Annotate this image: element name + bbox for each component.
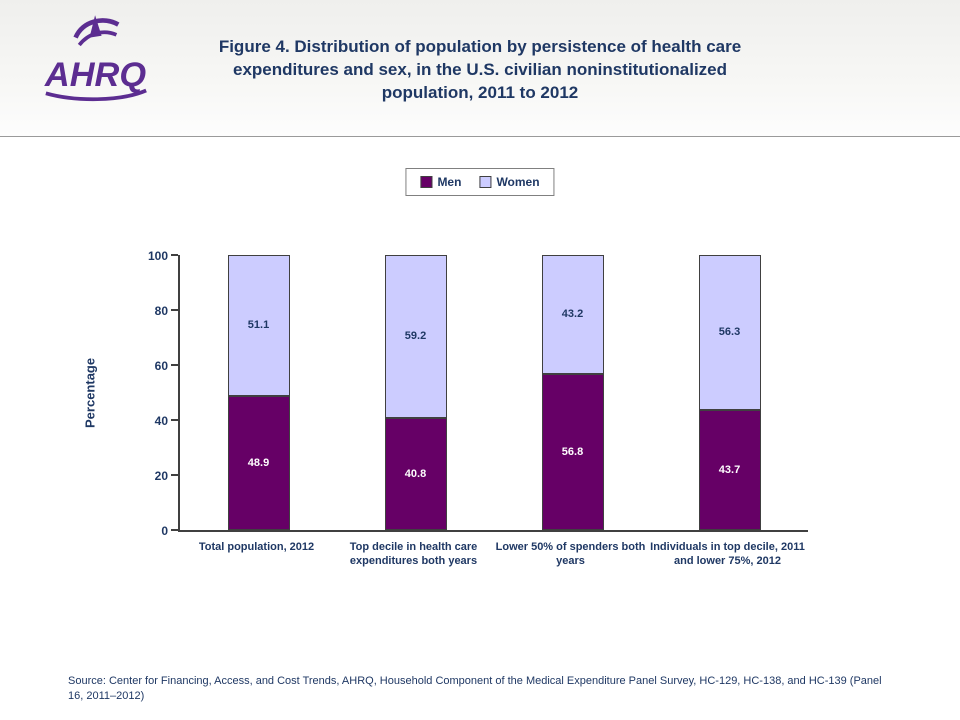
ahrq-logo-text: AHRQ — [44, 56, 146, 94]
legend-item-men: Men — [420, 175, 461, 189]
legend-item-women: Women — [479, 175, 540, 189]
bar-value-label: 40.8 — [404, 467, 427, 480]
bar-value-label: 59.2 — [404, 330, 427, 343]
legend-swatch-women — [479, 176, 492, 188]
bar-group: 43.7 56.3 — [698, 255, 761, 530]
category-labels: Total population, 2012 Top decile in heal… — [178, 540, 806, 584]
header-band: AHRQ Figure 4. Distribution of populatio… — [0, 0, 960, 137]
plot-area: 0 20 40 60 80 100 48.9 51.1 40.8 59.2 56.8 43.2 43.7… — [148, 249, 808, 538]
bar-segment-women: 43.2 — [541, 255, 604, 374]
y-tick-label: 60 — [154, 359, 168, 373]
y-tick-mark — [171, 364, 178, 366]
y-tick-mark — [171, 254, 178, 256]
category-label: Total population, 2012 — [198, 541, 315, 553]
y-tick-mark — [171, 529, 178, 531]
category-label: Lower 50% of spenders both years — [495, 541, 646, 568]
y-tick-mark — [171, 474, 178, 476]
bar-value-label: 51.1 — [247, 319, 270, 332]
legend-swatch-men — [420, 176, 433, 188]
bar-segment-women: 59.2 — [384, 255, 447, 418]
y-tick-label: 100 — [147, 249, 168, 263]
category-label: Top decile in health care expenditures b… — [349, 541, 478, 568]
bar-segment-men: 48.9 — [227, 395, 290, 530]
ahrq-logo-graphic: AHRQ — [44, 15, 147, 102]
y-tick-mark — [171, 419, 178, 421]
ahrq-logo: AHRQ — [44, 6, 148, 110]
page-title: Figure 4. Distribution of population by … — [218, 37, 742, 102]
bar-value-label: 43.2 — [561, 308, 584, 321]
source-note: Source: Center for Financing, Access, an… — [68, 675, 882, 703]
y-tick-label: 20 — [154, 469, 168, 483]
bar-segment-men: 43.7 — [698, 409, 761, 530]
y-tick-label: 80 — [154, 304, 168, 318]
bar-value-label: 56.3 — [718, 326, 741, 339]
legend-label: Women — [496, 175, 540, 189]
y-tick-label: 0 — [161, 524, 168, 538]
bar-value-label: 56.8 — [561, 445, 584, 458]
bar-segment-men: 56.8 — [541, 373, 604, 530]
category-label: Individuals in top decile, 2011 and lowe… — [650, 541, 805, 568]
bar-segment-women: 51.1 — [227, 255, 290, 396]
y-axis-title: Percentage — [82, 357, 98, 428]
bar-group: 40.8 59.2 — [384, 255, 447, 530]
y-tick-label: 40 — [154, 414, 168, 428]
bar-value-label: 43.7 — [718, 463, 741, 476]
legend: Men Women — [405, 168, 555, 196]
bar-group: 48.9 51.1 — [227, 255, 290, 530]
bar-group: 56.8 43.2 — [541, 255, 604, 530]
y-tick-mark — [171, 309, 178, 311]
bar-segment-women: 56.3 — [698, 255, 761, 410]
bar-value-label: 48.9 — [247, 456, 270, 469]
legend-label: Men — [437, 175, 462, 189]
bar-segment-men: 40.8 — [384, 417, 447, 530]
